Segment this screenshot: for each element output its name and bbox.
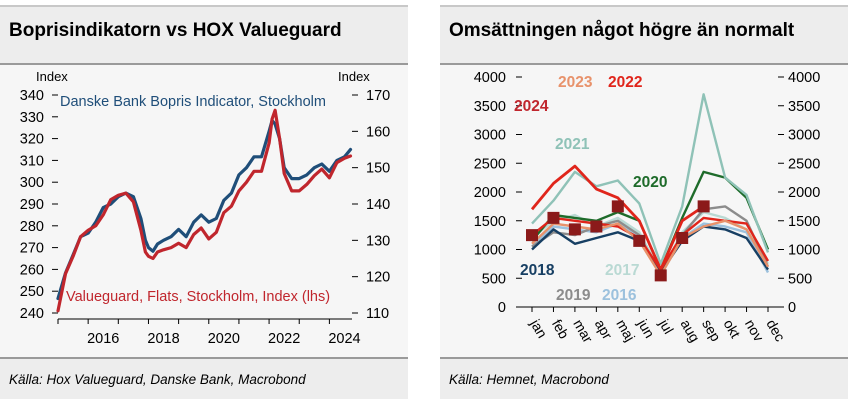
x-tick-label: jan <box>527 316 551 341</box>
series-label-2024: 2024 <box>514 98 549 115</box>
series-label-2023: 2023 <box>558 74 593 91</box>
data-marker <box>568 223 581 236</box>
left-y-tick-label: 260 <box>20 262 44 278</box>
left-chart-svg: Index Index 240 250 260 270 280 290 300 310 320 330… <box>20 69 390 347</box>
series-label-2021: 2021 <box>555 136 590 153</box>
right-y-tick-label: 3500 <box>788 99 820 115</box>
left-footer-rule <box>0 357 408 359</box>
left-header-rule <box>0 63 408 65</box>
left-y-tick-label: 330 <box>20 110 44 126</box>
series-label-2019: 2019 <box>556 287 591 304</box>
left-y-tick-label: 500 <box>482 271 506 287</box>
left-chart-source: Källa: Hox Valueguard, Danske Bank, Macr… <box>9 372 306 387</box>
series-label-valueguard: Valueguard, Flats, Stockholm, Index (lhs… <box>66 289 330 305</box>
right-y-tick-label: 2500 <box>788 156 820 172</box>
right-y-tick-label: 150 <box>366 161 390 177</box>
x-tick-label: apr <box>592 317 616 343</box>
x-tick-label: maj <box>613 317 638 345</box>
left-y-tick-label: 0 <box>498 300 506 316</box>
left-y-tick-label: 300 <box>20 175 44 191</box>
x-tick-label: 2016 <box>87 331 119 347</box>
series-label-2017: 2017 <box>605 262 639 279</box>
right-chart-svg: 0 0 500 500 1000 1000 1500 1500 2000 2000 2500 2500… <box>474 70 821 346</box>
x-tick-label: jul <box>656 316 677 337</box>
data-marker <box>633 234 646 247</box>
left-y-tick-label: 280 <box>20 219 44 235</box>
left-chart-footer: Källa: Hox Valueguard, Danske Bank, Macr… <box>0 359 408 399</box>
right-y-unit-label: Index <box>338 69 370 84</box>
left-y-tick-label: 340 <box>20 88 44 104</box>
data-marker <box>676 232 689 244</box>
right-chart-title: Omsättningen något högre än normalt <box>449 20 795 41</box>
data-marker <box>654 269 667 282</box>
right-y-tick-label: 140 <box>366 197 390 213</box>
series-line-bopris-indicator <box>56 118 353 301</box>
x-tick-label: aug <box>678 317 704 345</box>
series-line-2021 <box>531 93 770 266</box>
series-line-valueguard <box>56 108 353 313</box>
left-chart-panel: Boprisindikatorn vs HOX Valueguard Index… <box>0 0 408 403</box>
left-y-tick-label: 270 <box>20 241 44 257</box>
x-tick-label: nov <box>742 317 767 345</box>
left-y-tick-label: 3500 <box>474 99 506 115</box>
left-y-tick-label: 290 <box>20 197 44 213</box>
left-y-tick-label: 3000 <box>474 128 506 144</box>
right-y-tick-label: 3000 <box>788 128 820 144</box>
right-footer-rule <box>440 357 848 359</box>
right-header-rule <box>440 63 848 65</box>
left-chart-title: Boprisindikatorn vs HOX Valueguard <box>9 20 342 41</box>
left-y-tick-label: 1500 <box>474 214 506 230</box>
x-tick-label: 2022 <box>268 331 300 347</box>
left-y-tick-label: 2000 <box>474 185 506 201</box>
left-y-unit-label: Index <box>36 69 68 84</box>
left-chart-header: Boprisindikatorn vs HOX Valueguard <box>0 5 408 67</box>
right-y-tick-label: 160 <box>366 124 390 140</box>
right-y-tick-label: 110 <box>366 306 389 322</box>
right-y-tick-label: 1000 <box>788 243 820 259</box>
right-y-tick-label: 170 <box>366 88 390 104</box>
right-chart-header: Omsättningen något högre än normalt <box>440 5 848 67</box>
right-y-tick-label: 500 <box>788 271 812 287</box>
left-y-tick-label: 320 <box>20 132 44 148</box>
right-y-tick-label: 4000 <box>788 70 820 86</box>
x-tick-label: dec <box>763 317 788 345</box>
x-tick-label: 2018 <box>147 331 179 347</box>
x-tick-label: sep <box>699 317 724 345</box>
left-y-tick-label: 4000 <box>474 70 506 86</box>
right-chart-source: Källa: Hemnet, Macrobond <box>449 372 609 387</box>
x-tick-label: mar <box>570 317 596 346</box>
left-y-tick-label: 1000 <box>474 243 506 259</box>
right-y-tick-label: 2000 <box>788 185 820 201</box>
series-line-2024 <box>530 164 705 272</box>
series-label-bopris-indicator: Danske Bank Bopris Indicator, Stockholm <box>60 94 326 110</box>
data-marker <box>547 211 560 224</box>
right-y-tick-label: 130 <box>366 233 390 249</box>
right-y-tick-label: 0 <box>788 300 796 316</box>
left-plot-area: Index Index 240 250 260 270 280 290 300 310 320 330… <box>0 65 408 357</box>
left-y-tick-label: 2500 <box>474 156 506 172</box>
x-tick-label: feb <box>549 317 573 342</box>
left-y-tick-label: 240 <box>20 306 44 322</box>
data-marker <box>611 200 624 213</box>
series-label-2020: 2020 <box>633 174 667 191</box>
left-y-tick-label: 250 <box>20 284 44 300</box>
data-marker <box>697 200 710 213</box>
x-tick-label: 2024 <box>328 331 360 347</box>
series-label-2018: 2018 <box>520 262 555 279</box>
right-plot-area: 0 0 500 500 1000 1000 1500 1500 2000 2000 2500 2500… <box>440 65 848 357</box>
series-label-2022: 2022 <box>608 74 642 91</box>
left-y-tick-label: 310 <box>20 153 44 169</box>
right-chart-panel: Omsättningen något högre än normalt 0 0 50… <box>440 0 848 403</box>
x-tick-label: okt <box>720 317 743 341</box>
right-y-tick-label: 120 <box>366 270 390 286</box>
data-marker <box>590 220 603 233</box>
right-chart-footer: Källa: Hemnet, Macrobond <box>440 359 848 399</box>
x-tick-label: 2020 <box>208 331 240 347</box>
x-tick-label: jun <box>634 316 658 341</box>
right-y-tick-label: 1500 <box>788 214 820 230</box>
data-marker <box>526 229 538 242</box>
series-label-2016: 2016 <box>602 287 637 304</box>
